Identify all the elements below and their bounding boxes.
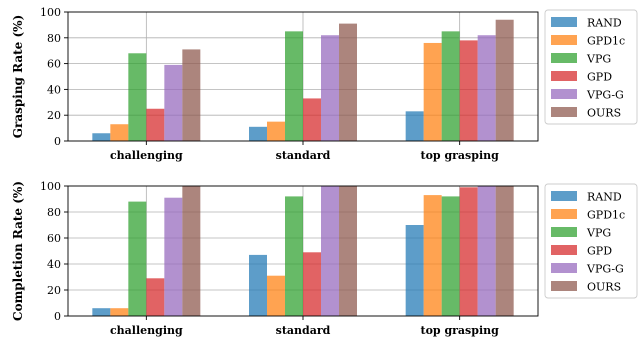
legend-swatch-rand — [551, 17, 577, 27]
bar-vpg-3 — [441, 196, 460, 316]
legend-label-ours: OURS — [587, 281, 621, 294]
bar-gpd-3 — [459, 187, 478, 316]
legend-label-rand: RAND — [587, 191, 622, 204]
legend: RAND GPD1c VPG GPD VPG-G OURS — [544, 183, 638, 299]
bar-rand-3 — [405, 111, 424, 141]
bar-ours-1 — [182, 49, 201, 141]
bar-gpd-1 — [146, 108, 165, 141]
bar-vpg-1 — [128, 53, 147, 141]
legend-label-rand: RAND — [587, 17, 622, 30]
bar-gpd-3 — [459, 40, 478, 141]
legend-swatch-gpd — [551, 71, 577, 81]
bar-gpd1c-1 — [110, 124, 129, 141]
x-tick-label: challenging — [110, 324, 183, 337]
x-tick-label: standard — [276, 324, 331, 337]
bar-vpg-g-2 — [321, 35, 339, 141]
bar-vpg-2 — [285, 196, 303, 316]
y-tick-label: 100 — [40, 180, 61, 193]
x-tick-label: top grasping — [421, 324, 500, 337]
bar-rand-3 — [405, 225, 424, 316]
y-tick-label: 20 — [47, 109, 61, 122]
legend: RAND GPD1c VPG GPD VPG-G OURS — [544, 9, 638, 125]
legend-label-gpd1c: GPD1c — [587, 35, 625, 48]
y-tick-label: 40 — [47, 258, 61, 271]
bar-gpd1c-3 — [423, 42, 442, 141]
y-tick-label: 100 — [40, 6, 61, 19]
bar-gpd1c-3 — [423, 195, 442, 316]
y-tick-label: 80 — [47, 32, 61, 45]
x-tick-label: standard — [276, 149, 331, 162]
legend-swatch-vpg — [551, 227, 577, 237]
bar-vpg-g-3 — [477, 35, 496, 141]
y-tick-label: 0 — [54, 310, 61, 323]
bar-rand-1 — [92, 308, 111, 316]
chart-panel-2: 0 20 40 60 80 100 challenging standard top grasp… — [11, 180, 638, 337]
bar-gpd1c-2 — [267, 275, 285, 316]
legend-label-gpd1c: GPD1c — [587, 209, 625, 222]
legend-swatch-vpg — [551, 53, 577, 63]
legend-swatch-ours — [551, 281, 577, 291]
legend-label-vpg: VPG — [586, 53, 611, 66]
y-axis-label: Completion Rate (%) — [11, 181, 25, 321]
y-axis-label: Grasping Rate (%) — [11, 15, 25, 138]
legend-label-vpg: VPG — [586, 227, 611, 240]
legend-swatch-ours — [551, 107, 577, 117]
bar-vpg-g-3 — [477, 186, 496, 316]
legend-swatch-gpd — [551, 245, 577, 255]
bar-vpg-1 — [128, 201, 147, 316]
legend-label-gpd: GPD — [587, 71, 612, 84]
x-tick-label: top grasping — [421, 149, 500, 162]
bar-gpd-2 — [303, 252, 321, 316]
x-tick-label: challenging — [110, 149, 183, 162]
y-tick-label: 80 — [47, 206, 61, 219]
bar-rand-2 — [249, 254, 267, 316]
y-tick-label: 60 — [47, 58, 61, 71]
legend-swatch-gpd1c — [551, 35, 577, 45]
y-tick-label: 20 — [47, 284, 61, 297]
bar-gpd1c-2 — [267, 121, 285, 141]
legend-swatch-gpd1c — [551, 209, 577, 219]
bar-vpg-g-1 — [164, 64, 183, 141]
bar-ours-3 — [495, 19, 514, 142]
legend-label-vpg-g: VPG-G — [586, 89, 624, 102]
chart-panel-1: 0 20 40 60 80 100 challenging standard top grasp… — [11, 6, 638, 162]
bar-ours-1 — [182, 186, 201, 316]
bar-vpg-3 — [441, 31, 460, 142]
bar-rand-1 — [92, 133, 111, 141]
bar-gpd-1 — [146, 278, 165, 316]
bar-ours-2 — [339, 23, 357, 141]
legend-label-vpg-g: VPG-G — [586, 263, 624, 276]
legend-label-gpd: GPD — [587, 245, 612, 258]
bar-ours-2 — [339, 186, 357, 316]
bar-vpg-g-1 — [164, 197, 183, 316]
y-tick-label: 0 — [54, 135, 61, 148]
y-tick-label: 40 — [47, 83, 61, 96]
legend-swatch-rand — [551, 191, 577, 201]
bar-gpd-2 — [303, 98, 321, 141]
bar-vpg-2 — [285, 31, 303, 142]
legend-swatch-vpg-g — [551, 263, 577, 273]
bar-vpg-g-2 — [321, 186, 339, 316]
legend-swatch-vpg-g — [551, 89, 577, 99]
y-tick-label: 60 — [47, 232, 61, 245]
bar-rand-2 — [249, 126, 267, 141]
bar-gpd1c-1 — [110, 308, 129, 316]
bar-ours-3 — [495, 186, 514, 316]
legend-label-ours: OURS — [587, 107, 621, 120]
